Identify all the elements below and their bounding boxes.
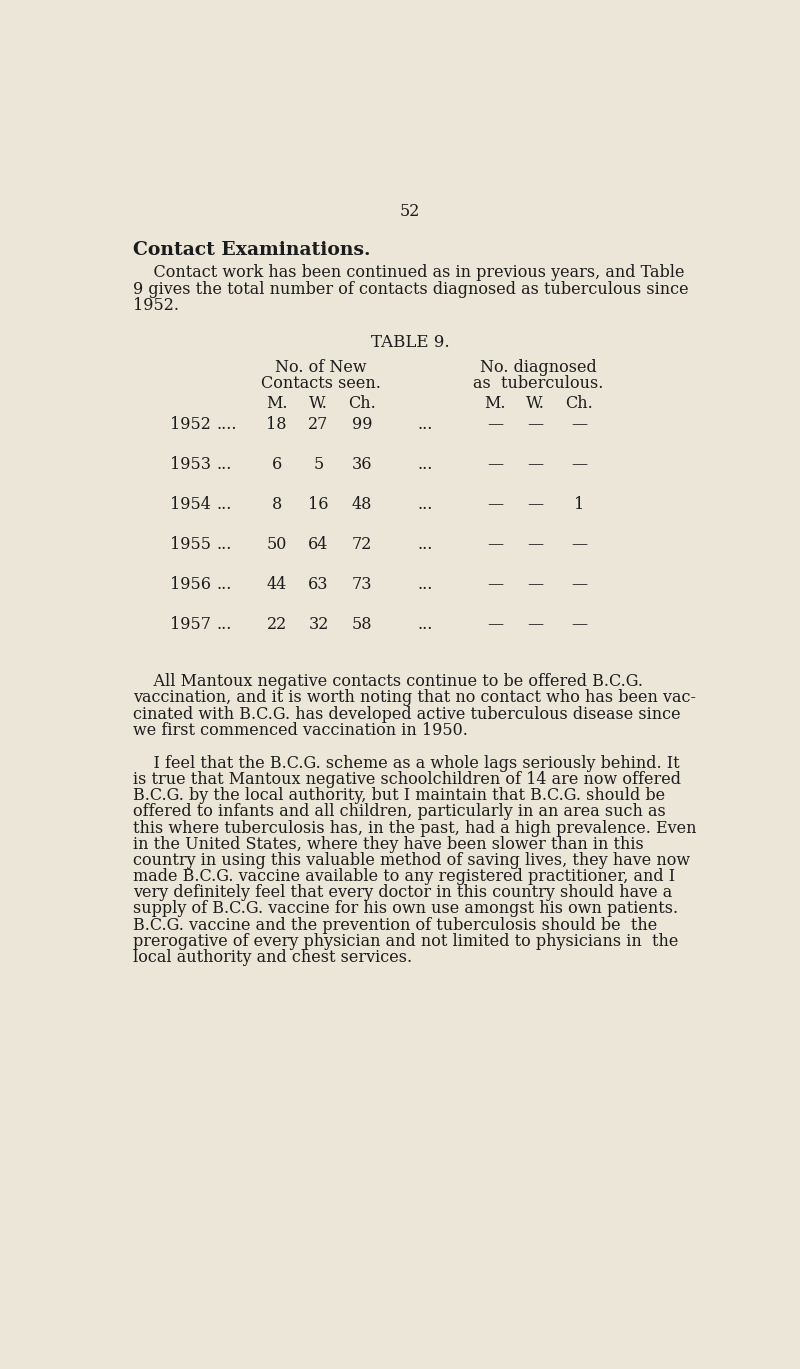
Text: 48: 48 xyxy=(352,496,372,513)
Text: ...: ... xyxy=(216,496,232,513)
Text: —: — xyxy=(527,537,544,553)
Text: 52: 52 xyxy=(400,203,420,220)
Text: 8: 8 xyxy=(271,496,282,513)
Text: W.: W. xyxy=(309,394,328,412)
Text: ...: ... xyxy=(418,537,433,553)
Text: —: — xyxy=(571,616,587,634)
Text: —: — xyxy=(487,456,503,474)
Text: All Mantoux negative contacts continue to be offered B.C.G.: All Mantoux negative contacts continue t… xyxy=(133,674,642,690)
Text: B.C.G. by the local authority, but I maintain that B.C.G. should be: B.C.G. by the local authority, but I mai… xyxy=(133,787,665,804)
Text: 36: 36 xyxy=(352,456,372,474)
Text: 16: 16 xyxy=(308,496,329,513)
Text: this where tuberculosis has, in the past, had a high prevalence. Even: this where tuberculosis has, in the past… xyxy=(133,820,696,836)
Text: —: — xyxy=(527,616,544,634)
Text: 73: 73 xyxy=(352,576,372,593)
Text: ...: ... xyxy=(418,576,433,593)
Text: —: — xyxy=(527,456,544,474)
Text: ...: ... xyxy=(418,456,433,474)
Text: ...: ... xyxy=(418,616,433,634)
Text: as  tuberculous.: as tuberculous. xyxy=(473,375,603,393)
Text: vaccination, and it is worth noting that no contact who has been vac-: vaccination, and it is worth noting that… xyxy=(133,690,695,706)
Text: Contact work has been continued as in previous years, and Table: Contact work has been continued as in pr… xyxy=(133,264,684,282)
Text: —: — xyxy=(487,537,503,553)
Text: —: — xyxy=(487,576,503,593)
Text: 32: 32 xyxy=(308,616,329,634)
Text: ...: ... xyxy=(216,537,232,553)
Text: No. diagnosed: No. diagnosed xyxy=(479,359,596,376)
Text: ...: ... xyxy=(216,456,232,474)
Text: ...: ... xyxy=(216,576,232,593)
Text: M.: M. xyxy=(266,394,287,412)
Text: B.C.G. vaccine and the prevention of tuberculosis should be  the: B.C.G. vaccine and the prevention of tub… xyxy=(133,917,657,934)
Text: 1952.: 1952. xyxy=(133,297,178,314)
Text: 72: 72 xyxy=(352,537,372,553)
Text: we first commenced vaccination in 1950.: we first commenced vaccination in 1950. xyxy=(133,721,467,739)
Text: ...: ... xyxy=(418,416,433,433)
Text: —: — xyxy=(527,496,544,513)
Text: 44: 44 xyxy=(266,576,287,593)
Text: in the United States, where they have been slower than in this: in the United States, where they have be… xyxy=(133,835,643,853)
Text: 22: 22 xyxy=(266,616,287,634)
Text: 58: 58 xyxy=(352,616,372,634)
Text: supply of B.C.G. vaccine for his own use amongst his own patients.: supply of B.C.G. vaccine for his own use… xyxy=(133,901,678,917)
Text: 50: 50 xyxy=(266,537,287,553)
Text: 1: 1 xyxy=(574,496,584,513)
Text: —: — xyxy=(487,616,503,634)
Text: 99: 99 xyxy=(352,416,372,433)
Text: 1956: 1956 xyxy=(170,576,210,593)
Text: ...: ... xyxy=(418,496,433,513)
Text: Contact Examinations.: Contact Examinations. xyxy=(133,241,370,259)
Text: 18: 18 xyxy=(266,416,287,433)
Text: ...: ... xyxy=(216,616,232,634)
Text: —: — xyxy=(571,537,587,553)
Text: cinated with B.C.G. has developed active tuberculous disease since: cinated with B.C.G. has developed active… xyxy=(133,705,680,723)
Text: 6: 6 xyxy=(271,456,282,474)
Text: Ch.: Ch. xyxy=(348,394,376,412)
Text: W.: W. xyxy=(526,394,545,412)
Text: 64: 64 xyxy=(308,537,329,553)
Text: M.: M. xyxy=(485,394,506,412)
Text: local authority and chest services.: local authority and chest services. xyxy=(133,949,412,967)
Text: Contacts seen.: Contacts seen. xyxy=(261,375,381,393)
Text: 1954: 1954 xyxy=(170,496,210,513)
Text: Ch.: Ch. xyxy=(565,394,593,412)
Text: offered to infants and all children, particularly in an area such as: offered to infants and all children, par… xyxy=(133,804,666,820)
Text: I feel that the B.C.G. scheme as a whole lags seriously behind. It: I feel that the B.C.G. scheme as a whole… xyxy=(133,754,679,772)
Text: —: — xyxy=(571,456,587,474)
Text: 1957: 1957 xyxy=(170,616,210,634)
Text: very definitely feel that every doctor in this country should have a: very definitely feel that every doctor i… xyxy=(133,884,672,901)
Text: No. of New: No. of New xyxy=(275,359,366,376)
Text: —: — xyxy=(487,416,503,433)
Text: 27: 27 xyxy=(308,416,329,433)
Text: country in using this valuable method of saving lives, they have now: country in using this valuable method of… xyxy=(133,852,690,869)
Text: prerogative of every physician and not limited to physicians in  the: prerogative of every physician and not l… xyxy=(133,932,678,950)
Text: —: — xyxy=(527,416,544,433)
Text: TABLE 9.: TABLE 9. xyxy=(370,334,450,352)
Text: —: — xyxy=(571,416,587,433)
Text: ....: .... xyxy=(216,416,237,433)
Text: —: — xyxy=(487,496,503,513)
Text: 5: 5 xyxy=(314,456,324,474)
Text: —: — xyxy=(527,576,544,593)
Text: is true that Mantoux negative schoolchildren of 14 are now offered: is true that Mantoux negative schoolchil… xyxy=(133,771,681,789)
Text: 63: 63 xyxy=(308,576,329,593)
Text: 1955: 1955 xyxy=(170,537,210,553)
Text: made B.C.G. vaccine available to any registered practitioner, and I: made B.C.G. vaccine available to any reg… xyxy=(133,868,674,886)
Text: 1952: 1952 xyxy=(170,416,210,433)
Text: 9 gives the total number of contacts diagnosed as tuberculous since: 9 gives the total number of contacts dia… xyxy=(133,281,688,297)
Text: —: — xyxy=(571,576,587,593)
Text: 1953: 1953 xyxy=(170,456,210,474)
